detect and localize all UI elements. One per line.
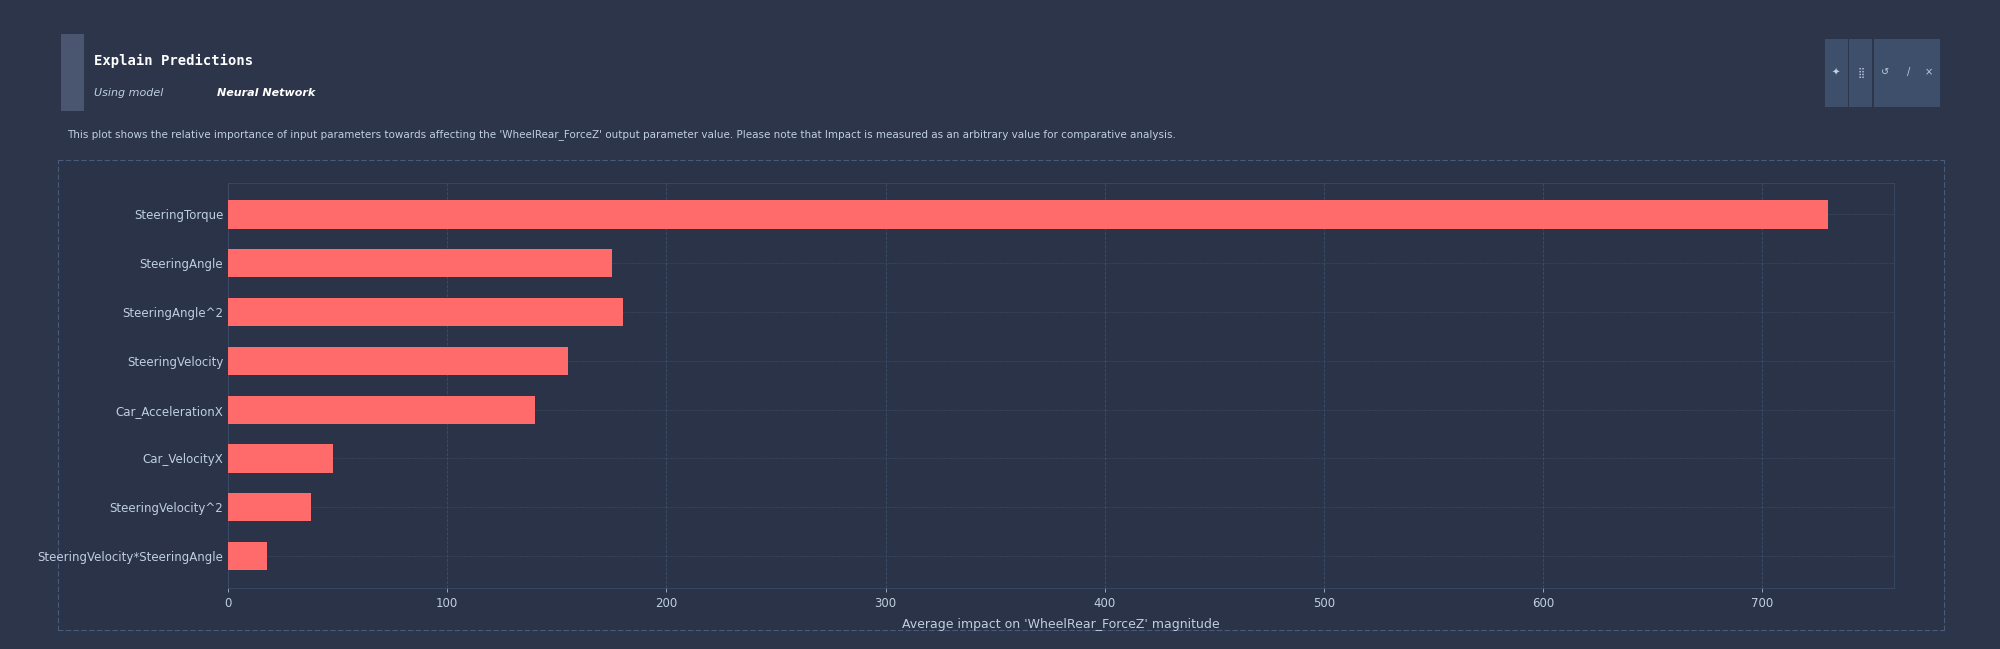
Text: ↺: ↺ xyxy=(1882,67,1890,77)
Bar xyxy=(228,542,268,570)
Text: Explain Predictions: Explain Predictions xyxy=(94,54,252,68)
Text: ×: × xyxy=(1924,67,1934,77)
Text: ✦: ✦ xyxy=(1832,67,1840,77)
FancyBboxPatch shape xyxy=(62,34,84,111)
Bar xyxy=(228,347,568,375)
Text: /: / xyxy=(1906,67,1910,77)
Text: ⣿: ⣿ xyxy=(1858,67,1864,77)
Bar xyxy=(228,298,622,326)
FancyBboxPatch shape xyxy=(1918,38,1940,106)
X-axis label: Average impact on 'WheelRear_ForceZ' magnitude: Average impact on 'WheelRear_ForceZ' mag… xyxy=(902,618,1220,631)
Text: Neural Network: Neural Network xyxy=(216,88,316,98)
Bar xyxy=(228,201,1828,228)
FancyBboxPatch shape xyxy=(1824,38,1848,106)
FancyBboxPatch shape xyxy=(1874,38,1896,106)
Bar xyxy=(228,249,612,277)
Bar xyxy=(228,395,534,424)
FancyBboxPatch shape xyxy=(1896,38,1920,106)
Bar xyxy=(228,445,334,472)
Text: This plot shows the relative importance of input parameters towards affecting th: This plot shows the relative importance … xyxy=(68,130,1176,140)
Text: Using model: Using model xyxy=(94,88,166,98)
Bar xyxy=(228,493,312,521)
FancyBboxPatch shape xyxy=(1850,38,1872,106)
